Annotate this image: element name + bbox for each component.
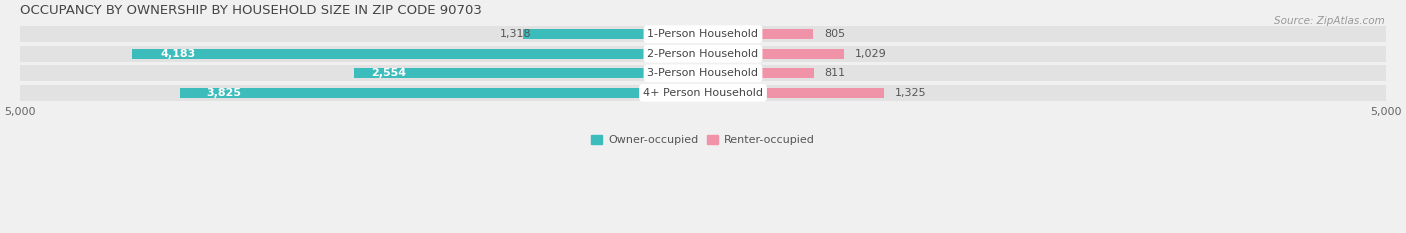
Bar [523, 29, 703, 39]
Text: 4+ Person Household: 4+ Person Household [643, 88, 763, 98]
Bar [132, 49, 703, 59]
Bar [20, 26, 1386, 42]
Bar [354, 68, 703, 78]
Text: 805: 805 [824, 29, 845, 39]
Text: 2,554: 2,554 [371, 68, 406, 78]
Bar [703, 88, 884, 98]
Bar [20, 65, 1386, 81]
Text: 1,318: 1,318 [499, 29, 531, 39]
Bar [180, 88, 703, 98]
Text: Source: ZipAtlas.com: Source: ZipAtlas.com [1274, 16, 1385, 26]
Text: 3-Person Household: 3-Person Household [648, 68, 758, 78]
Text: 1,029: 1,029 [855, 49, 886, 59]
Text: 3,825: 3,825 [207, 88, 242, 98]
Text: 4,183: 4,183 [160, 49, 195, 59]
Text: 1-Person Household: 1-Person Household [648, 29, 758, 39]
Bar [20, 46, 1386, 62]
Text: 1,325: 1,325 [896, 88, 927, 98]
Bar [703, 68, 814, 78]
Bar [703, 29, 813, 39]
Text: OCCUPANCY BY OWNERSHIP BY HOUSEHOLD SIZE IN ZIP CODE 90703: OCCUPANCY BY OWNERSHIP BY HOUSEHOLD SIZE… [20, 4, 482, 17]
Bar [20, 85, 1386, 101]
Text: 811: 811 [825, 68, 846, 78]
Bar [703, 49, 844, 59]
Text: 2-Person Household: 2-Person Household [647, 49, 759, 59]
Legend: Owner-occupied, Renter-occupied: Owner-occupied, Renter-occupied [586, 131, 820, 150]
